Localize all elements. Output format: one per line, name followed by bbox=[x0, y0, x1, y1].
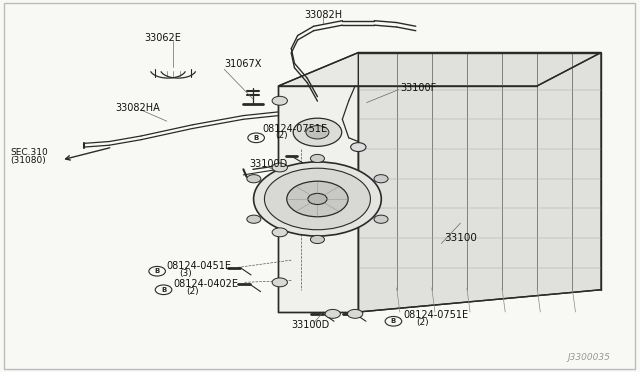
Text: B: B bbox=[253, 135, 259, 141]
Text: 08124-0751E: 08124-0751E bbox=[262, 124, 328, 134]
Text: 31067X: 31067X bbox=[224, 59, 262, 69]
Text: B: B bbox=[154, 268, 160, 274]
Text: 33100: 33100 bbox=[445, 233, 477, 243]
Circle shape bbox=[310, 154, 324, 163]
Circle shape bbox=[374, 174, 388, 183]
Text: (2): (2) bbox=[275, 131, 288, 141]
Circle shape bbox=[287, 181, 348, 217]
Polygon shape bbox=[278, 86, 358, 312]
Circle shape bbox=[348, 310, 363, 318]
Polygon shape bbox=[278, 52, 601, 86]
Circle shape bbox=[253, 162, 381, 236]
Text: 33062E: 33062E bbox=[145, 33, 181, 43]
Circle shape bbox=[351, 142, 366, 151]
Circle shape bbox=[385, 317, 402, 326]
Text: (2): (2) bbox=[186, 287, 198, 296]
Text: 33100F: 33100F bbox=[400, 83, 436, 93]
Circle shape bbox=[272, 163, 287, 172]
Circle shape bbox=[374, 215, 388, 223]
Text: 33100D: 33100D bbox=[250, 159, 288, 169]
Text: SEC.310: SEC.310 bbox=[10, 148, 48, 157]
Text: (2): (2) bbox=[416, 318, 428, 327]
Text: 33100D: 33100D bbox=[291, 320, 330, 330]
Text: 08124-0751E: 08124-0751E bbox=[403, 310, 468, 320]
Circle shape bbox=[272, 96, 287, 105]
Circle shape bbox=[272, 228, 287, 237]
Text: 08124-0402E: 08124-0402E bbox=[173, 279, 238, 289]
Circle shape bbox=[248, 133, 264, 142]
Text: 08124-0451E: 08124-0451E bbox=[167, 261, 232, 271]
Circle shape bbox=[306, 126, 329, 139]
Text: (31080): (31080) bbox=[10, 155, 46, 164]
Circle shape bbox=[310, 235, 324, 244]
Text: J3300035: J3300035 bbox=[568, 353, 611, 362]
Text: 33082H: 33082H bbox=[304, 10, 342, 20]
Text: B: B bbox=[161, 287, 166, 293]
Circle shape bbox=[247, 174, 261, 183]
Circle shape bbox=[293, 118, 342, 146]
Polygon shape bbox=[358, 52, 601, 312]
Circle shape bbox=[264, 168, 371, 230]
Circle shape bbox=[308, 193, 327, 205]
Circle shape bbox=[156, 285, 172, 295]
Circle shape bbox=[247, 215, 261, 223]
Circle shape bbox=[149, 266, 166, 276]
Text: 33082HA: 33082HA bbox=[116, 103, 161, 113]
Text: B: B bbox=[391, 318, 396, 324]
Circle shape bbox=[272, 278, 287, 287]
Text: (3): (3) bbox=[179, 269, 192, 278]
Circle shape bbox=[325, 310, 340, 318]
